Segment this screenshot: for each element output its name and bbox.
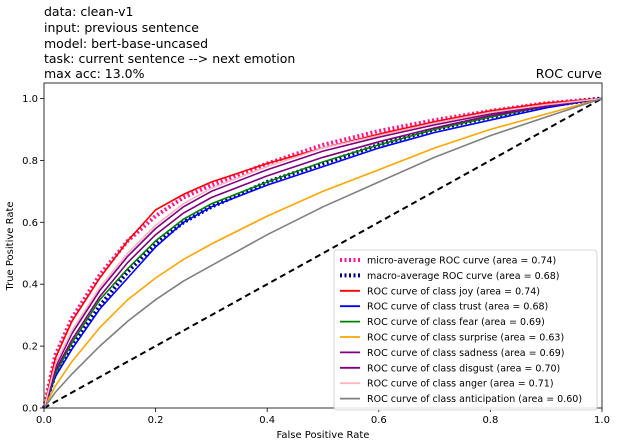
x-tick-label-1: 0.2 [148,415,164,426]
meta-line-input: input: previous sentence [44,20,199,35]
header-text: data: clean-v1 input: previous sentence … [44,4,295,81]
plot-frame [43,82,603,409]
y-tick-label-2: 0.4 [22,280,38,291]
legend-label-3: ROC curve of class trust (area = 0.68) [367,302,548,313]
y-axis-label: True Positive Rate [5,201,16,291]
series-line-9 [43,97,603,409]
series-line-6 [43,97,603,409]
legend-label-9: ROC curve of class anticipation (area = … [367,394,582,405]
series-line-4 [43,97,603,409]
chart-title: ROC curve [536,66,603,81]
legend-box [333,249,598,411]
y-tick-label-1: 0.2 [22,342,38,353]
series-line-8 [43,97,603,409]
y-tick-label-0: 0.0 [22,404,38,415]
y-tick-label-3: 0.6 [22,218,38,229]
plot-area [42,82,603,409]
legend-label-2: ROC curve of class joy (area = 0.74) [367,286,540,297]
series-line-7 [43,97,603,409]
legend-label-5: ROC curve of class surprise (area = 0.63… [367,333,564,344]
legend-label-8: ROC curve of class anger (area = 0.71) [367,379,554,390]
meta-line-data: data: clean-v1 [44,4,133,19]
legend-label-4: ROC curve of class fear (area = 0.69) [367,317,545,328]
series-line-2 [43,97,603,409]
x-tick-label-2: 0.4 [259,415,275,426]
series-line-5 [43,97,603,409]
x-tick-label-3: 0.6 [371,415,387,426]
chance-diagonal-line [43,97,603,409]
x-tick-label-4: 0.8 [482,415,498,426]
x-axis-ticks: 0.0 0.2 0.4 0.6 0.8 1.0 [36,408,610,426]
x-tick-label-5: 1.0 [594,415,610,426]
x-tick-label-0: 0.0 [36,415,52,426]
meta-line-task: task: current sentence --> next emotion [44,51,295,66]
meta-line-max-acc: max acc: 13.0% [44,66,145,81]
meta-line-model: model: bert-base-uncased [44,36,208,51]
legend: micro-average ROC curve (area = 0.74) mac… [333,249,598,411]
y-axis-ticks: 0.0 0.2 0.4 0.6 0.8 1.0 [22,94,44,415]
series-line-3 [43,97,603,409]
legend-label-7: ROC curve of class disgust (area = 0.70) [367,363,560,374]
y-tick-label-5: 1.0 [22,94,38,105]
legend-label-0: micro-average ROC curve (area = 0.74) [367,256,556,267]
x-axis-label: False Positive Rate [277,430,370,441]
y-tick-label-4: 0.8 [22,156,38,167]
legend-label-1: macro-average ROC curve (area = 0.68) [367,271,559,282]
legend-label-6: ROC curve of class sadness (area = 0.69) [367,348,564,359]
